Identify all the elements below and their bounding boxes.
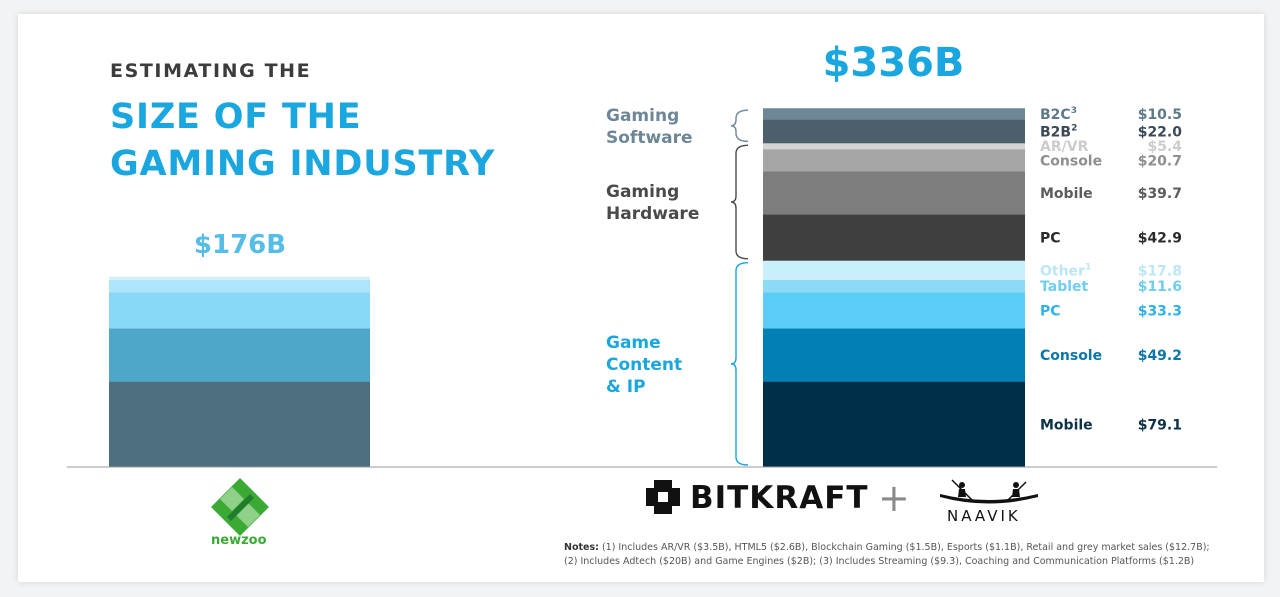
segment-footnote-marker: 3 [1071,106,1077,116]
right-bar-segment-mobile-6 [763,171,1025,215]
segment-name-label: AR/VR [1040,139,1089,155]
footnotes: Notes: (1) Includes AR/VR ($3.5B), HTML5… [564,541,1224,569]
right-stacked-bar [763,108,1025,467]
segment-name-label: Mobile [1040,417,1093,433]
segment-value-label: $49.2 [1138,348,1182,364]
newzoo-logo-icon [211,478,269,536]
group-brace-game-content-ip [730,262,749,466]
group-label-line: Software [606,128,693,148]
right-bar-segment-console-1 [763,328,1025,382]
group-label-line: Gaming [606,182,679,202]
segment-name-label: PC [1040,231,1061,247]
segment-value-label: $79.1 [1138,417,1182,433]
left-bar-segment-mobile [109,381,370,467]
heading-line-2: SIZE OF THE [110,97,362,137]
newzoo-logo-text: newzoo [211,533,267,548]
right-bar-segment-tablet-3 [763,279,1025,293]
group-label-line: & IP [606,377,646,397]
plus-sign: + [878,476,910,520]
segment-value-label: $17.8 [1138,263,1182,279]
right-bar-segment-pc-2 [763,292,1025,329]
segment-value-label: $33.3 [1138,303,1182,319]
segment-value-label: $42.9 [1138,231,1182,247]
bitkraft-logo-text: BITKRAFT [690,480,869,516]
right-bar-segment-other-4 [763,260,1025,280]
group-brace-gaming-software [730,109,749,143]
left-chart-total: $176B [193,230,287,260]
segment-value-label: $10.5 [1138,107,1182,123]
right-bar-segment-b2b-9 [763,119,1025,144]
group-label-line: Game [606,333,661,353]
heading-line-1: ESTIMATING THE [110,60,312,82]
segment-name-label: Tablet [1040,279,1089,295]
right-chart-total: $336B [822,40,965,86]
left-bar-segment-console [109,328,370,382]
group-label-line: Content [606,355,682,375]
notes-label: Notes: [564,542,599,553]
group-label-line: Gaming [606,106,679,126]
segment-name-label: Console [1040,348,1102,364]
segment-value-label: $5.4 [1147,139,1182,155]
segment-value-label: $39.7 [1138,186,1182,202]
right-bar-segment-mobile-0 [763,381,1025,467]
segment-name-label: Other1 [1040,262,1091,279]
notes-line-2: (2) Includes Adtech ($20B) and Game Engi… [564,556,1195,567]
segment-footnote-marker: 2 [1071,123,1077,133]
right-bar-segment-b2c-10 [763,108,1025,120]
group-brace-gaming-hardware [730,144,749,260]
segment-name-label: B2C3 [1040,106,1077,123]
segment-value-label: $20.7 [1138,153,1182,169]
naavik-logo-text: NAAVIK [947,507,1021,525]
left-bar-segment-pc [109,292,370,329]
heading-line-3: GAMING INDUSTRY [110,144,496,184]
right-bar-segment-console-7 [763,149,1025,172]
right-bar-segment-pc-5 [763,214,1025,261]
segment-name-label: B2B2 [1040,123,1077,140]
right-bar-segment-ar-vr-8 [763,143,1025,150]
segment-name-label: Console [1040,153,1102,169]
naavik-canoe-icon [940,479,1038,504]
left-stacked-bar [109,276,370,467]
notes-line-1: (1) Includes AR/VR ($3.5B), HTML5 ($2.6B… [601,542,1210,553]
segment-value-label: $22.0 [1138,124,1183,140]
segment-name-label: Mobile [1040,186,1093,202]
right-segment-labels: Mobile $79.1 Console $49.2 PC $33.3 Tablet $11.… [1040,106,1182,433]
left-bar-segment-other [109,276,370,280]
bitkraft-logo-icon [646,480,680,514]
left-bar-segment-tablet [109,279,370,293]
segment-name-label: PC [1040,303,1061,319]
group-label-line: Hardware [606,204,699,224]
segment-value-label: $11.6 [1138,279,1182,295]
segment-footnote-marker: 1 [1085,262,1091,272]
